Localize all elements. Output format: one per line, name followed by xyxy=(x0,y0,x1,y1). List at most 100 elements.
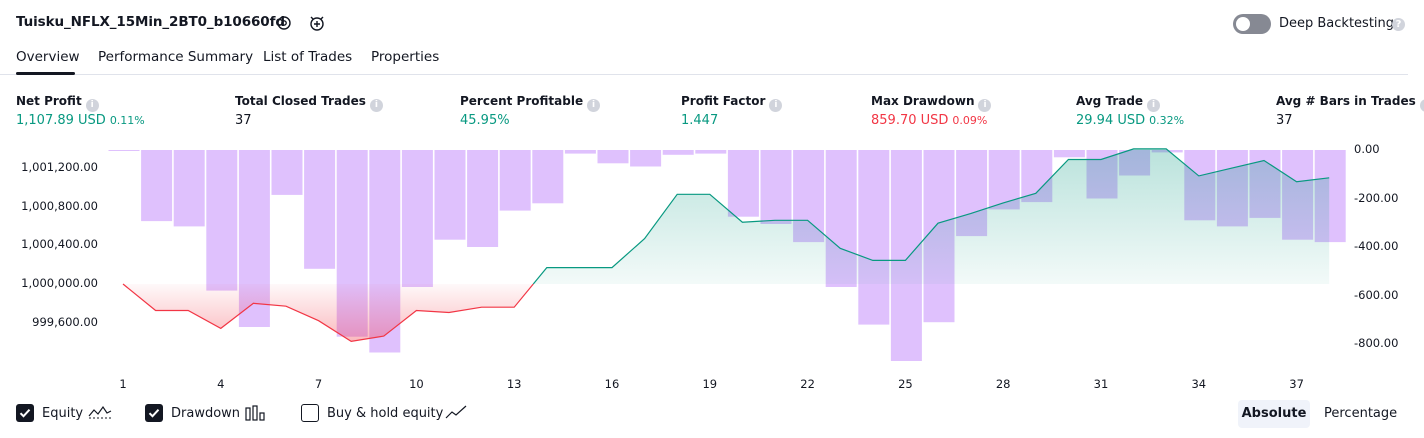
metric-label-text: Avg Trade xyxy=(1076,94,1144,108)
metric-value: 1,107.89 USD 0.11% xyxy=(16,113,145,128)
help-icon[interactable]: ? xyxy=(1392,18,1405,31)
x-axis-tick: 34 xyxy=(1191,377,1207,391)
drawdown-bar xyxy=(304,150,336,269)
metric-label-text: Avg # Bars in Trades xyxy=(1276,94,1416,108)
metric-label-text: Total Closed Trades xyxy=(235,94,366,108)
info-icon[interactable]: i xyxy=(769,99,783,112)
metric-value-text: 1,107.89 USD xyxy=(16,113,106,128)
strategy-title: Tuisku_NFLX_15Min_2BT0_b10660fd xyxy=(16,14,285,30)
info-icon[interactable]: i xyxy=(978,99,992,112)
percentage-button[interactable]: Percentage xyxy=(1324,406,1398,421)
equity-negative-area xyxy=(123,284,534,342)
x-axis-tick: 13 xyxy=(506,377,522,391)
buy-hold-legend-label: Buy & hold equity xyxy=(327,406,444,421)
drawdown-bar xyxy=(532,150,564,204)
metric-label: Net Profit i xyxy=(16,94,99,112)
x-axis-tick: 16 xyxy=(604,377,620,391)
metric-label: Max Drawdown i xyxy=(871,94,992,112)
equity-axis-tick: 999,600.00 xyxy=(32,314,98,329)
metric-value: 1.447 xyxy=(681,113,718,128)
info-icon[interactable]: i xyxy=(1147,99,1161,112)
x-axis-tick: 1 xyxy=(119,377,127,391)
drawdown-bar xyxy=(108,150,140,151)
x-axis-tick: 4 xyxy=(217,377,225,391)
deep-backtesting-label: Deep Backtesting xyxy=(1279,16,1395,31)
metric-value: 37 xyxy=(1276,113,1293,128)
equity-line xyxy=(532,148,1330,285)
metric-percent: 0.32% xyxy=(1149,114,1185,127)
metric-label-text: Percent Profitable xyxy=(460,94,584,108)
info-icon[interactable]: i xyxy=(85,99,99,112)
metric-value-text: 37 xyxy=(235,113,252,128)
metric-percent: 0.11% xyxy=(109,114,145,127)
settings-icon[interactable] xyxy=(274,13,294,33)
drawdown-axis-tick: 0.00 xyxy=(1354,142,1380,156)
equity-axis-tick: 1,000,800.00 xyxy=(21,198,98,213)
drawdown-bar xyxy=(467,150,499,247)
metric-value: 859.70 USD 0.09% xyxy=(871,113,987,128)
drawdown-bar xyxy=(564,150,596,154)
buy-hold-checkbox[interactable] xyxy=(301,404,319,422)
absolute-button[interactable]: Absolute xyxy=(1238,400,1310,428)
x-axis-tick: 25 xyxy=(898,377,913,391)
drawdown-bar xyxy=(760,150,792,224)
metric-label: Percent Profitable i xyxy=(460,94,601,112)
info-icon[interactable]: i xyxy=(1419,99,1424,112)
metric-label: Total Closed Trades i xyxy=(235,94,383,112)
x-axis-tick: 28 xyxy=(995,377,1011,391)
drawdown-bar xyxy=(401,150,433,287)
tab-performance-summary[interactable]: Performance Summary xyxy=(98,49,254,65)
drawdown-axis-tick: -600.00 xyxy=(1354,287,1399,302)
drawdown-bar xyxy=(858,150,890,325)
equity-axis-tick: 1,001,200.00 xyxy=(21,160,98,175)
drawdown-bar xyxy=(271,150,303,195)
metric-value-text: 29.94 USD xyxy=(1076,113,1146,128)
metric-percent: 0.09% xyxy=(952,114,988,127)
drawdown-axis-tick: -800.00 xyxy=(1354,336,1399,350)
drawdown-bar xyxy=(434,150,466,240)
x-axis-tick: 31 xyxy=(1093,377,1109,391)
drawdown-bar xyxy=(141,150,173,222)
x-axis-tick: 10 xyxy=(409,377,424,391)
equity-drawdown-chart xyxy=(108,148,1346,361)
tab-properties[interactable]: Properties xyxy=(371,49,440,65)
active-tab-indicator xyxy=(16,72,75,75)
info-icon[interactable]: i xyxy=(587,99,601,112)
equity-line-icon xyxy=(88,404,112,424)
info-icon[interactable]: i xyxy=(369,99,383,112)
tab-list-of-trades[interactable]: List of Trades xyxy=(263,49,353,65)
drawdown-axis-tick: -400.00 xyxy=(1354,239,1399,253)
metric-label-text: Net Profit xyxy=(16,94,82,108)
metric-value: 29.94 USD 0.32% xyxy=(1076,113,1184,128)
metric-value-text: 45.95% xyxy=(460,113,510,128)
drawdown-bar xyxy=(597,150,629,164)
tab-overview[interactable]: Overview xyxy=(16,49,80,65)
deep-backtesting-toggle[interactable] xyxy=(1233,14,1271,34)
metric-label: Profit Factor i xyxy=(681,94,783,112)
x-axis-tick: 7 xyxy=(314,377,323,391)
x-axis-tick: 37 xyxy=(1289,377,1304,391)
equity-positive-area xyxy=(533,148,1330,284)
add-alert-icon[interactable] xyxy=(307,13,327,33)
equity-axis-tick: 1,000,400.00 xyxy=(21,237,98,252)
equity-line xyxy=(122,283,534,343)
metric-value: 45.95% xyxy=(460,113,510,128)
tabs-divider xyxy=(0,74,1408,75)
metric-value-text: 37 xyxy=(1276,113,1293,128)
metric-label: Avg Trade i xyxy=(1076,94,1161,112)
metric-value-text: 859.70 USD xyxy=(871,113,949,128)
equity-legend-label: Equity xyxy=(42,406,84,421)
equity-checkbox[interactable] xyxy=(16,404,34,422)
equity-axis-tick: 1,000,000.00 xyxy=(21,276,98,290)
drawdown-checkbox[interactable] xyxy=(145,404,163,422)
drawdown-bar xyxy=(173,150,205,227)
drawdown-bar xyxy=(662,150,694,155)
drawdown-bar xyxy=(695,150,727,154)
metric-value-text: 1.447 xyxy=(681,113,719,128)
drawdown-bar xyxy=(727,150,759,217)
drawdown-bar xyxy=(206,150,238,291)
metric-label-text: Profit Factor xyxy=(681,94,766,108)
drawdown-bar xyxy=(630,150,662,167)
drawdown-bar xyxy=(499,150,531,211)
